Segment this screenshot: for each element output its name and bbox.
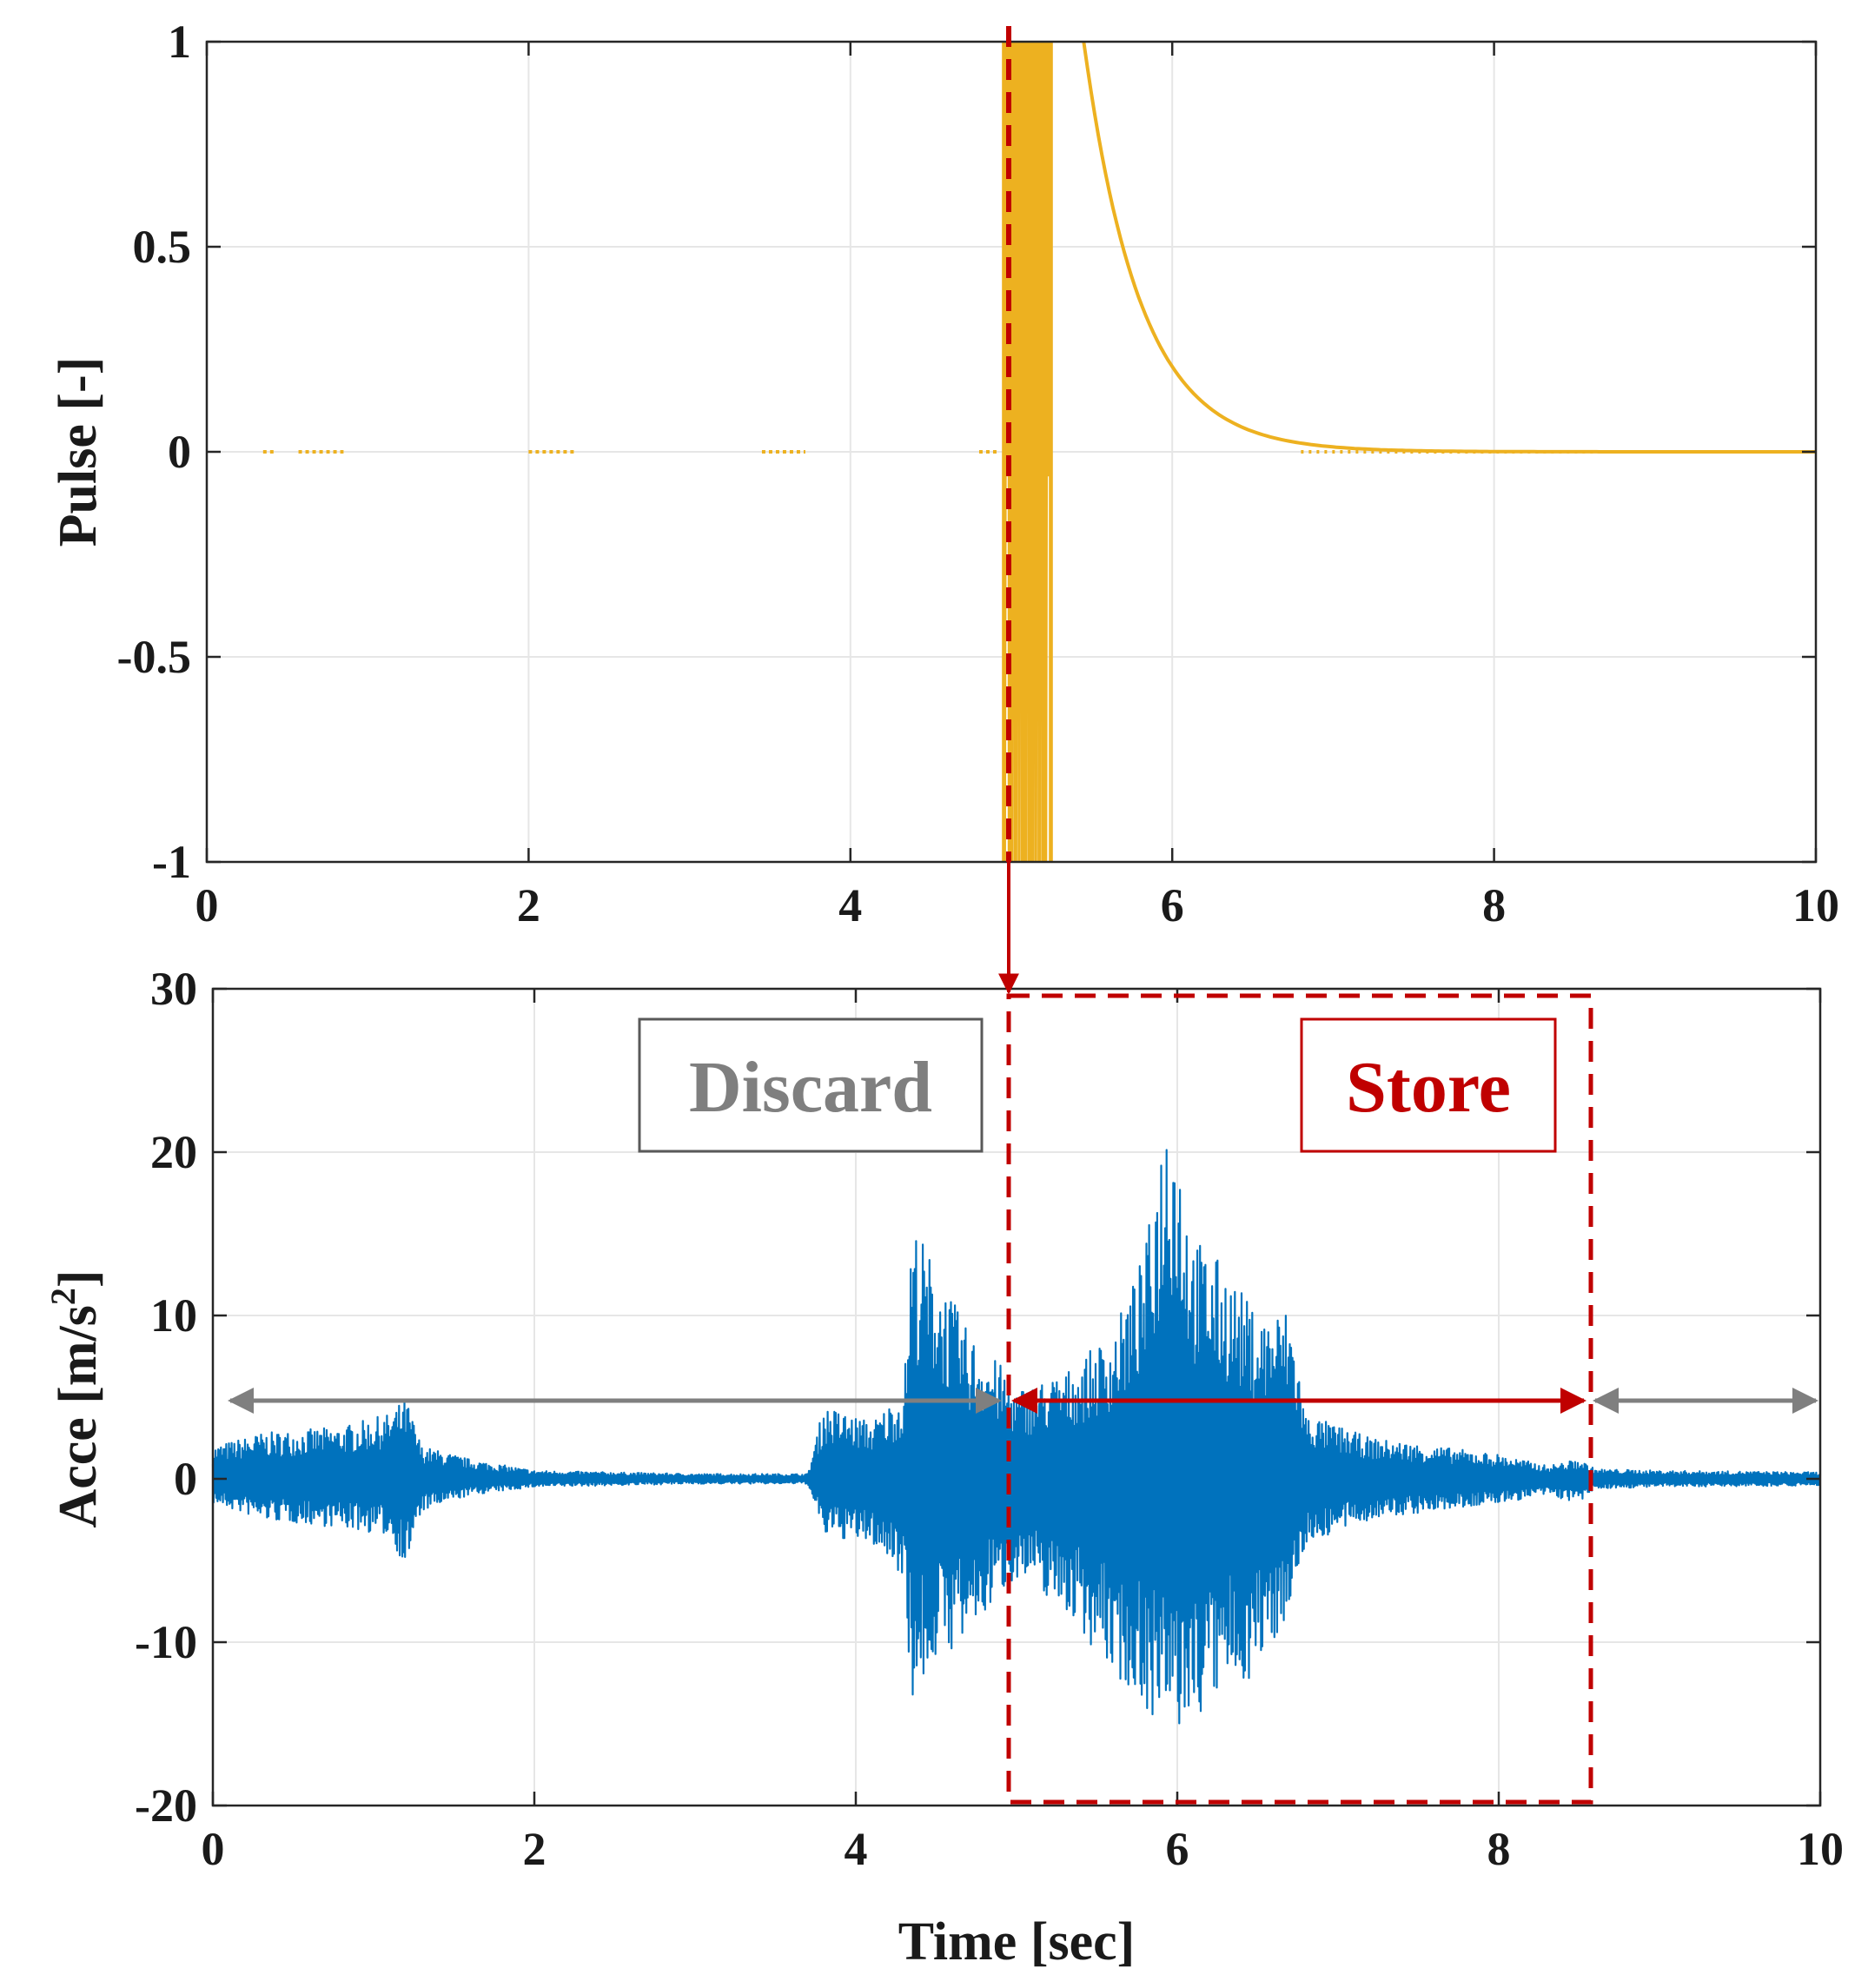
pulse-x-tick-label: 10 bbox=[1792, 879, 1839, 931]
pulse-series bbox=[262, 41, 1816, 863]
acce-x-tick-label: 0 bbox=[202, 1823, 225, 1875]
acce-x-tick-label: 4 bbox=[845, 1823, 868, 1875]
pulse-y-tick-label: 0.5 bbox=[133, 221, 192, 273]
annotations: Discard Store bbox=[228, 26, 1818, 1805]
acce-y-tick-label: -10 bbox=[135, 1616, 197, 1668]
acce-plot-area bbox=[213, 989, 1820, 1806]
store-label: Store bbox=[1346, 1047, 1511, 1128]
acce-y-axis-label: Acce [m/s2] bbox=[43, 1269, 108, 1527]
pulse-ticks: 0 2 4 6 8 10 -1 -0.5 0 0.5 1 bbox=[117, 16, 1839, 931]
pulse-chart: 0 2 4 6 8 10 -1 -0.5 0 0.5 1 Pulse [-] bbox=[49, 16, 1839, 931]
pulse-y-tick-label: 1 bbox=[168, 16, 191, 68]
acce-y-axis-label-superscript: 2 bbox=[43, 1288, 83, 1305]
discard-label-box bbox=[638, 1017, 984, 1153]
acce-x-tick-label: 6 bbox=[1166, 1823, 1189, 1875]
acce-y-tick-label: 20 bbox=[150, 1126, 197, 1178]
acce-y-axis-label-suffix: ] bbox=[49, 1269, 108, 1288]
pulse-y-axis-label: Pulse [-] bbox=[49, 357, 108, 547]
pulse-decay-line bbox=[1082, 41, 1816, 454]
acce-y-tick-label: 10 bbox=[150, 1289, 197, 1342]
acce-y-tick-label: -20 bbox=[135, 1779, 197, 1832]
acce-y-tick-label: 30 bbox=[150, 963, 197, 1015]
pulse-y-tick-label: 0 bbox=[168, 426, 191, 478]
acce-ticks: 0 2 4 6 8 10 -20 -10 0 10 20 30 bbox=[135, 963, 1844, 1875]
acce-x-tick-label: 2 bbox=[523, 1823, 546, 1875]
pulse-y-tick-label: -0.5 bbox=[117, 631, 191, 683]
discard-label: Discard bbox=[689, 1047, 932, 1128]
pulse-y-tick-label: -1 bbox=[152, 836, 191, 888]
acce-y-tick-label: 0 bbox=[174, 1453, 197, 1505]
acce-x-tick-label: 8 bbox=[1487, 1823, 1511, 1875]
store-label-box bbox=[1300, 1017, 1557, 1153]
acce-x-axis-label: Time [sec] bbox=[898, 1912, 1136, 1971]
pulse-x-tick-label: 0 bbox=[195, 879, 219, 931]
pulse-x-tick-label: 4 bbox=[838, 879, 862, 931]
pulse-x-tick-label: 2 bbox=[517, 879, 540, 931]
acce-x-tick-label: 10 bbox=[1797, 1823, 1844, 1875]
pulse-burst bbox=[1002, 41, 1053, 863]
pulse-x-tick-label: 6 bbox=[1161, 879, 1184, 931]
acce-y-axis-label-main: Acce [m/s bbox=[49, 1305, 108, 1527]
pulse-x-tick-label: 8 bbox=[1482, 879, 1506, 931]
